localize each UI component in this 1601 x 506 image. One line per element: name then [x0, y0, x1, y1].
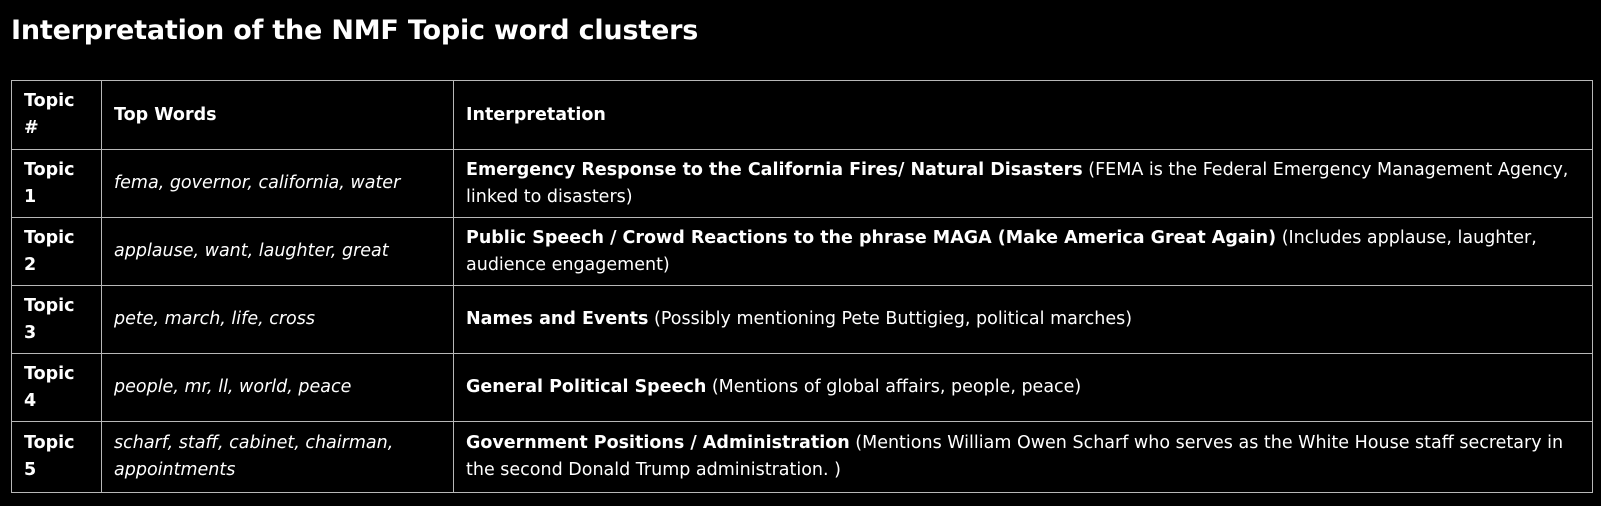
interpretation-note: (FEMA is the Federal Emergency Managemen… — [466, 159, 1569, 207]
table-row: Topic 1 fema, governor, california, wate… — [11, 149, 1593, 218]
interpretation-cell: Names and Events (Possibly mentioning Pe… — [453, 285, 1593, 354]
page-title: Interpretation of the NMF Topic word clu… — [11, 15, 699, 46]
header-interpretation: Interpretation — [453, 80, 1593, 150]
interpretation-title: Emergency Response to the California Fir… — [466, 159, 1083, 180]
table-row: Topic 4 people, mr, ll, world, peace Gen… — [11, 353, 1593, 422]
table-row: Topic 5 scharf, staff, cabinet, chairman… — [11, 421, 1593, 493]
table-row: Topic 2 applause, want, laughter, great … — [11, 217, 1593, 286]
interpretation-cell: Emergency Response to the California Fir… — [453, 149, 1593, 218]
top-words-cell: applause, want, laughter, great — [101, 217, 454, 286]
topic-number-cell: Topic 5 — [11, 421, 102, 493]
interpretation-note: (Possibly mentioning Pete Buttigieg, pol… — [648, 309, 1133, 329]
top-words-cell: scharf, staff, cabinet, chairman, appoin… — [101, 421, 454, 493]
table-row: Topic 3 pete, march, life, cross Names a… — [11, 285, 1593, 354]
top-words-cell: pete, march, life, cross — [101, 285, 454, 354]
interpretation-title: Government Positions / Administration — [466, 433, 850, 453]
top-words-cell: fema, governor, california, water — [101, 149, 454, 218]
header-topic-number: Topic # — [11, 80, 102, 150]
interpretation-cell: Public Speech / Crowd Reactions to the p… — [453, 217, 1593, 286]
top-words-cell: people, mr, ll, world, peace — [101, 353, 454, 422]
topics-table: Topic # Top Words Interpretation Topic 1… — [11, 80, 1593, 493]
topic-number-cell: Topic 2 — [11, 217, 102, 286]
interpretation-cell: General Political Speech (Mentions of gl… — [453, 353, 1593, 422]
header-top-words: Top Words — [101, 80, 454, 150]
interpretation-note: (Mentions William Owen Scharf who serves… — [466, 433, 1564, 480]
interpretation-title: Names and Events — [466, 309, 649, 329]
interpretation-note: (Mentions of global affairs, people, pea… — [706, 377, 1082, 397]
interpretation-note: (Includes applause, laughter, audience e… — [466, 227, 1537, 275]
interpretation-cell: Government Positions / Administration (M… — [453, 421, 1593, 493]
table-header-row: Topic # Top Words Interpretation — [11, 80, 1593, 150]
interpretation-title: Public Speech / Crowd Reactions to the p… — [466, 227, 1277, 248]
topic-number-cell: Topic 1 — [11, 149, 102, 218]
topic-number-cell: Topic 4 — [11, 353, 102, 422]
topic-number-cell: Topic 3 — [11, 285, 102, 354]
interpretation-title: General Political Speech — [466, 377, 707, 397]
